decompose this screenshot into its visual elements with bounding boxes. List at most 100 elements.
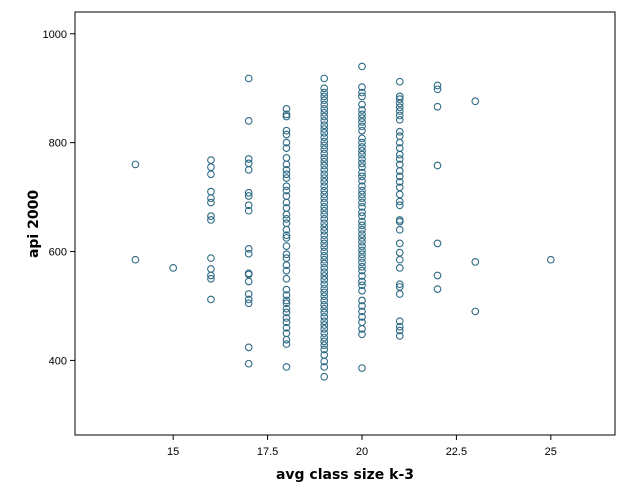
data-point bbox=[320, 345, 329, 354]
data-point bbox=[169, 264, 178, 272]
y-tick-label: 1000 bbox=[43, 29, 67, 41]
data-point bbox=[320, 161, 329, 170]
data-point bbox=[358, 272, 366, 280]
data-point bbox=[395, 201, 404, 210]
data-point bbox=[395, 326, 404, 335]
data-point bbox=[320, 264, 329, 272]
data-point bbox=[282, 266, 291, 275]
data-point bbox=[207, 194, 215, 203]
data-point bbox=[358, 146, 366, 155]
data-point bbox=[282, 363, 291, 371]
data-point bbox=[471, 258, 480, 266]
data-point bbox=[282, 138, 291, 147]
data-point bbox=[320, 308, 329, 317]
y-tick-label: 400 bbox=[49, 355, 67, 367]
data-point bbox=[207, 212, 215, 221]
data-point bbox=[358, 234, 366, 242]
data-point bbox=[282, 130, 291, 139]
data-point bbox=[282, 174, 291, 182]
data-point bbox=[395, 255, 404, 264]
data-point bbox=[358, 186, 366, 195]
data-point bbox=[320, 137, 329, 146]
data-point bbox=[244, 299, 253, 308]
plot-area bbox=[74, 11, 616, 436]
data-point bbox=[320, 357, 329, 366]
data-point bbox=[358, 302, 366, 310]
data-point bbox=[395, 217, 404, 226]
data-point bbox=[358, 212, 366, 221]
data-point bbox=[358, 281, 366, 290]
data-point bbox=[358, 88, 366, 97]
data-point bbox=[395, 322, 404, 331]
data-point bbox=[244, 359, 253, 368]
data-point bbox=[358, 150, 366, 159]
data-point bbox=[358, 143, 366, 151]
data-point bbox=[433, 102, 442, 111]
data-point bbox=[244, 188, 253, 197]
data-point bbox=[358, 172, 366, 181]
x-axis: 15 17.5 20 22.5 25 bbox=[167, 435, 557, 458]
data-point bbox=[320, 108, 329, 117]
data-point bbox=[433, 85, 442, 94]
data-point bbox=[320, 74, 329, 83]
data-point bbox=[358, 221, 366, 230]
x-axis-title: avg class size k-3 bbox=[276, 467, 414, 483]
data-point bbox=[320, 235, 329, 244]
data-point bbox=[320, 125, 329, 133]
data-point bbox=[320, 194, 329, 203]
data-point bbox=[244, 343, 253, 352]
data-point bbox=[320, 296, 329, 305]
data-point bbox=[395, 99, 404, 108]
data-point bbox=[358, 182, 366, 191]
data-point bbox=[358, 126, 366, 135]
data-point bbox=[395, 107, 404, 115]
data-point bbox=[244, 290, 253, 298]
data-point bbox=[282, 308, 291, 317]
data-point bbox=[244, 166, 253, 174]
data-point bbox=[395, 77, 404, 86]
x-tick-label: 17.5 bbox=[257, 446, 278, 458]
data-point bbox=[320, 105, 329, 113]
data-point bbox=[320, 223, 329, 231]
data-point bbox=[358, 134, 366, 143]
x-tick-label: 15 bbox=[167, 446, 179, 458]
data-point bbox=[282, 340, 291, 348]
data-point bbox=[395, 111, 404, 120]
data-point bbox=[282, 105, 291, 113]
data-point bbox=[395, 290, 404, 298]
data-point bbox=[282, 250, 291, 259]
data-point bbox=[358, 100, 366, 109]
data-point bbox=[395, 332, 404, 340]
data-point bbox=[282, 186, 291, 195]
data-point bbox=[282, 296, 291, 305]
data-point bbox=[320, 272, 329, 280]
data-point bbox=[395, 127, 404, 136]
data-point bbox=[244, 277, 253, 286]
data-point bbox=[395, 103, 404, 112]
data-point bbox=[282, 335, 291, 344]
data-point bbox=[358, 110, 366, 119]
data-point bbox=[320, 341, 329, 350]
data-point bbox=[320, 92, 329, 101]
data-point bbox=[320, 174, 329, 182]
data-point bbox=[320, 178, 329, 186]
data-point bbox=[358, 230, 366, 238]
data-point bbox=[395, 317, 404, 326]
data-point bbox=[395, 197, 404, 206]
data-point bbox=[358, 250, 366, 259]
data-point bbox=[282, 274, 291, 283]
data-point bbox=[207, 295, 215, 304]
data-point bbox=[282, 170, 291, 179]
data-point bbox=[358, 159, 366, 168]
data-point bbox=[282, 112, 291, 121]
data-point bbox=[320, 313, 329, 321]
x-tick-label: 20 bbox=[356, 446, 368, 458]
data-point bbox=[320, 203, 329, 211]
data-point bbox=[395, 138, 404, 147]
data-point bbox=[358, 217, 366, 226]
data-point bbox=[282, 318, 291, 327]
data-point bbox=[320, 372, 329, 381]
data-point bbox=[358, 266, 366, 275]
data-point bbox=[395, 239, 404, 248]
data-point bbox=[395, 172, 404, 181]
